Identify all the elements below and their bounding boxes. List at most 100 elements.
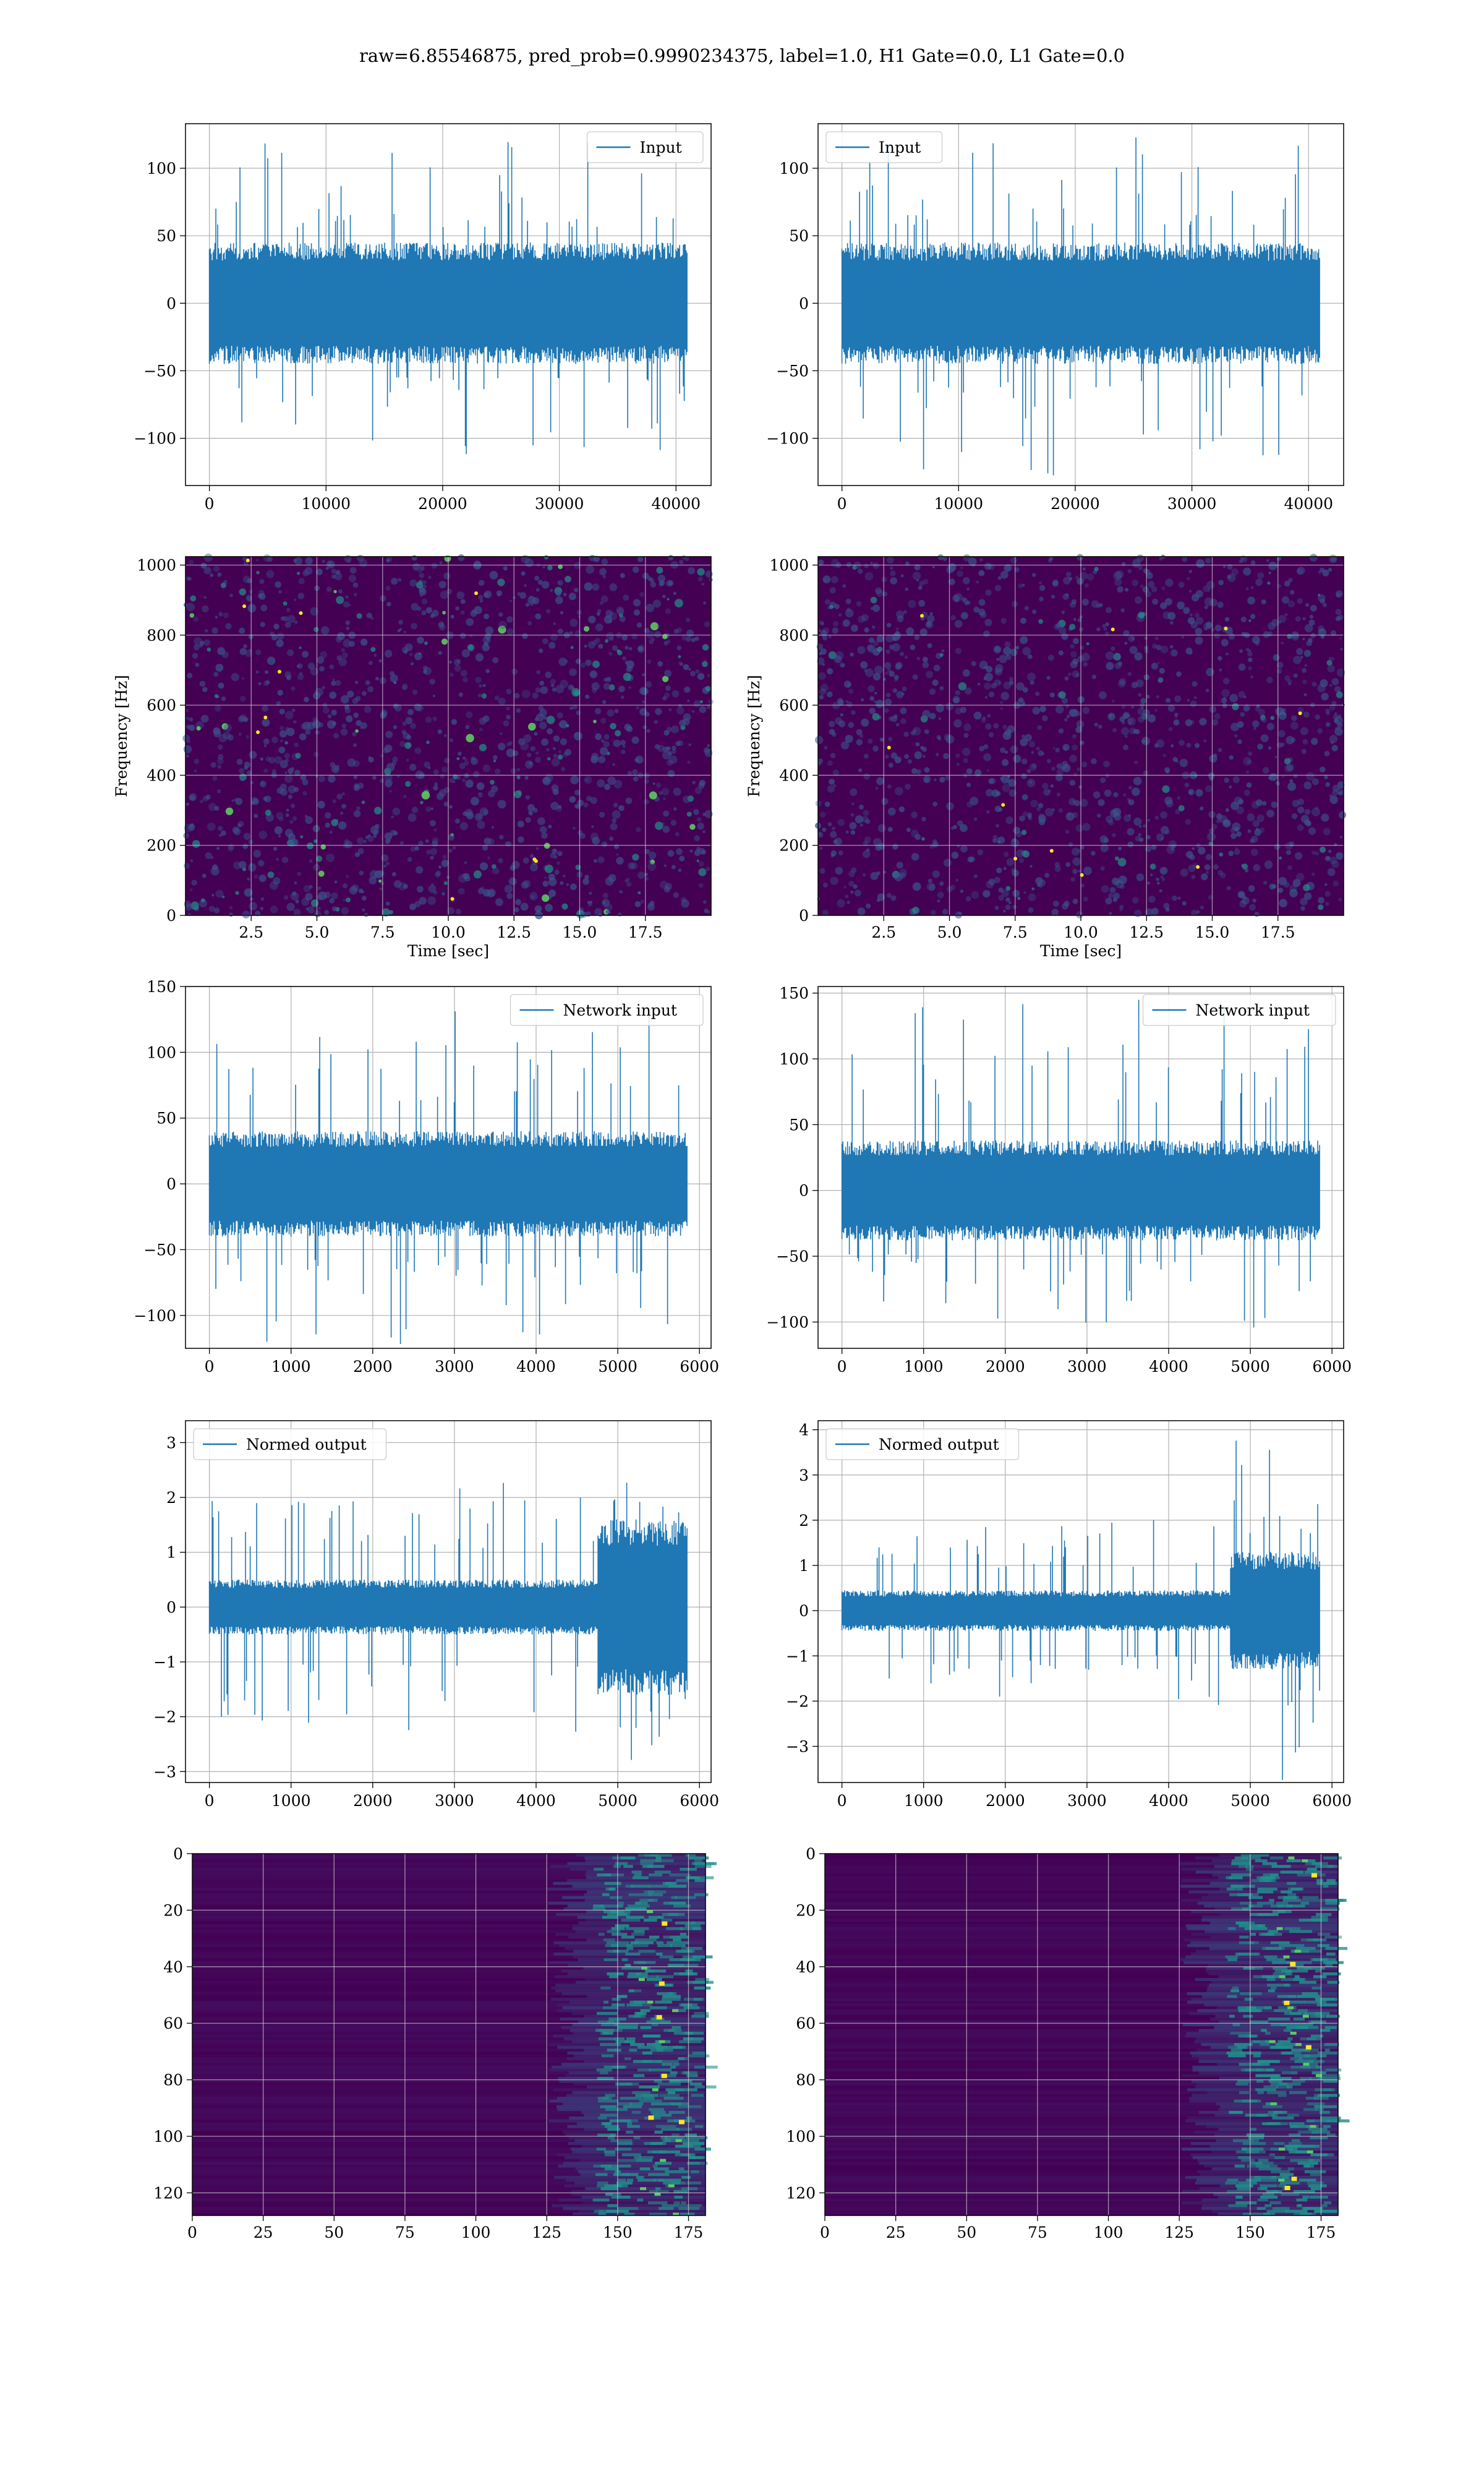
heatmap-cell	[1073, 617, 1077, 622]
heatmap-row	[192, 2048, 706, 2052]
heatmap-segment	[1240, 1854, 1254, 1857]
heatmap-row-active	[580, 2173, 706, 2177]
heatmap-cell	[452, 845, 456, 850]
heatmap-row	[825, 1865, 1338, 1868]
heatmap-cell	[196, 726, 201, 731]
heatmap-cell	[428, 575, 432, 580]
heatmap-row	[192, 1859, 706, 1863]
heatmap-cell	[521, 571, 526, 576]
heatmap-cell	[425, 716, 432, 723]
heatmap-segment	[1228, 2204, 1248, 2207]
heatmap-cell	[1255, 641, 1260, 646]
heatmap-cell	[597, 779, 605, 787]
heatmap-row-active	[1187, 2117, 1338, 2120]
heatmap-cell	[925, 620, 934, 629]
heatmap-cell	[1005, 886, 1011, 891]
heatmap-segment	[659, 2150, 680, 2154]
heatmap-segment	[675, 2009, 686, 2013]
legend: Normed output	[193, 1428, 387, 1460]
heatmap-cell	[976, 580, 979, 584]
heatmap-cell	[857, 907, 866, 916]
heatmap-row	[192, 2198, 706, 2202]
y-tick-label: −100	[134, 1307, 176, 1325]
heatmap-cell	[278, 590, 282, 594]
heatmap-segment	[1326, 1879, 1336, 1883]
heatmap-cell	[218, 754, 224, 760]
heatmap-cell	[1035, 691, 1040, 696]
heatmap-cell	[1184, 782, 1190, 788]
heatmap-cell	[552, 747, 556, 750]
heatmap-cell	[1235, 847, 1239, 850]
heatmap-segment	[599, 2029, 623, 2032]
heatmap-cell	[1080, 883, 1085, 888]
heatmap-cell	[696, 859, 699, 863]
heatmap-segment	[656, 1952, 663, 1956]
heatmap-segment	[1286, 2085, 1293, 2089]
heatmap-cell	[1177, 601, 1185, 610]
heatmap-segment	[674, 2196, 683, 2199]
heatmap-cell	[255, 670, 260, 674]
heatmap-cell	[348, 604, 352, 607]
axes-frame	[185, 1420, 712, 1783]
heatmap-cell	[1064, 717, 1068, 722]
y-tick-label: 1	[799, 1557, 809, 1575]
heatmap-cell	[600, 595, 608, 603]
heatmap-cell	[1151, 662, 1158, 669]
heatmap-segment	[603, 1938, 615, 1941]
heatmap-cell	[1009, 680, 1014, 685]
heatmap-cell	[200, 714, 209, 723]
heatmap-cell	[694, 835, 700, 842]
heatmap-cell	[1225, 808, 1229, 812]
y-tick-label: −50	[776, 362, 809, 380]
heatmap-segment	[1279, 2173, 1294, 2177]
heatmap-row	[825, 1867, 1338, 1871]
heatmap-cell	[599, 747, 608, 756]
heatmap-cell	[872, 562, 880, 569]
heatmap-cell	[994, 584, 1002, 592]
heatmap-cell	[432, 716, 437, 721]
heatmap-row	[192, 2105, 706, 2108]
heatmap-segment	[1301, 1899, 1324, 1902]
heatmap-segment	[1282, 2000, 1305, 2004]
heatmap-cell	[429, 678, 435, 685]
heatmap-cell	[352, 743, 357, 747]
heatmap-row	[825, 1901, 1338, 1905]
heatmap-cell	[1080, 645, 1085, 650]
heatmap-cell	[895, 787, 903, 795]
heatmap-cell	[460, 599, 466, 604]
heatmap-segment	[609, 2193, 621, 2196]
heatmap-cell	[492, 867, 500, 875]
heatmap-cell	[574, 732, 579, 737]
heatmap-cell	[1018, 583, 1023, 588]
heatmap-segment	[633, 2000, 644, 2004]
heatmap-cell	[908, 599, 916, 608]
heatmap-segment	[681, 2201, 686, 2205]
heatmap-cell	[225, 623, 232, 630]
heatmap-segment	[680, 2153, 696, 2157]
heatmap-segment	[600, 1904, 618, 1908]
heatmap-row-active	[553, 1941, 706, 1945]
heatmap-cell	[863, 753, 869, 759]
heatmap-row	[825, 2181, 1338, 2185]
heatmap-cell	[553, 849, 556, 852]
y-tick-label: 100	[147, 160, 176, 178]
heatmap-cell	[1072, 812, 1078, 818]
heatmap-cell	[482, 636, 491, 644]
heatmap-segment	[603, 1958, 618, 1961]
heatmap-cell	[232, 826, 239, 834]
heatmap-cell	[1200, 905, 1204, 910]
heatmap-segment	[609, 1975, 618, 1979]
heatmap-cell	[532, 808, 538, 813]
heatmap-segment	[1239, 2009, 1260, 2013]
heatmap-row-active	[568, 2142, 706, 2146]
heatmap-row-active	[1202, 1995, 1338, 1998]
heatmap-row-active	[1195, 1856, 1338, 1860]
heatmap-cell	[1194, 743, 1200, 748]
heatmap-cell	[1234, 734, 1238, 738]
x-tick-label: 2000	[353, 1792, 393, 1810]
heatmap-cell	[699, 706, 707, 713]
heatmap-cell	[278, 834, 281, 837]
heatmap-cell	[542, 638, 548, 644]
heatmap-cell	[1252, 898, 1256, 903]
heatmap-segment	[1270, 2077, 1292, 2080]
